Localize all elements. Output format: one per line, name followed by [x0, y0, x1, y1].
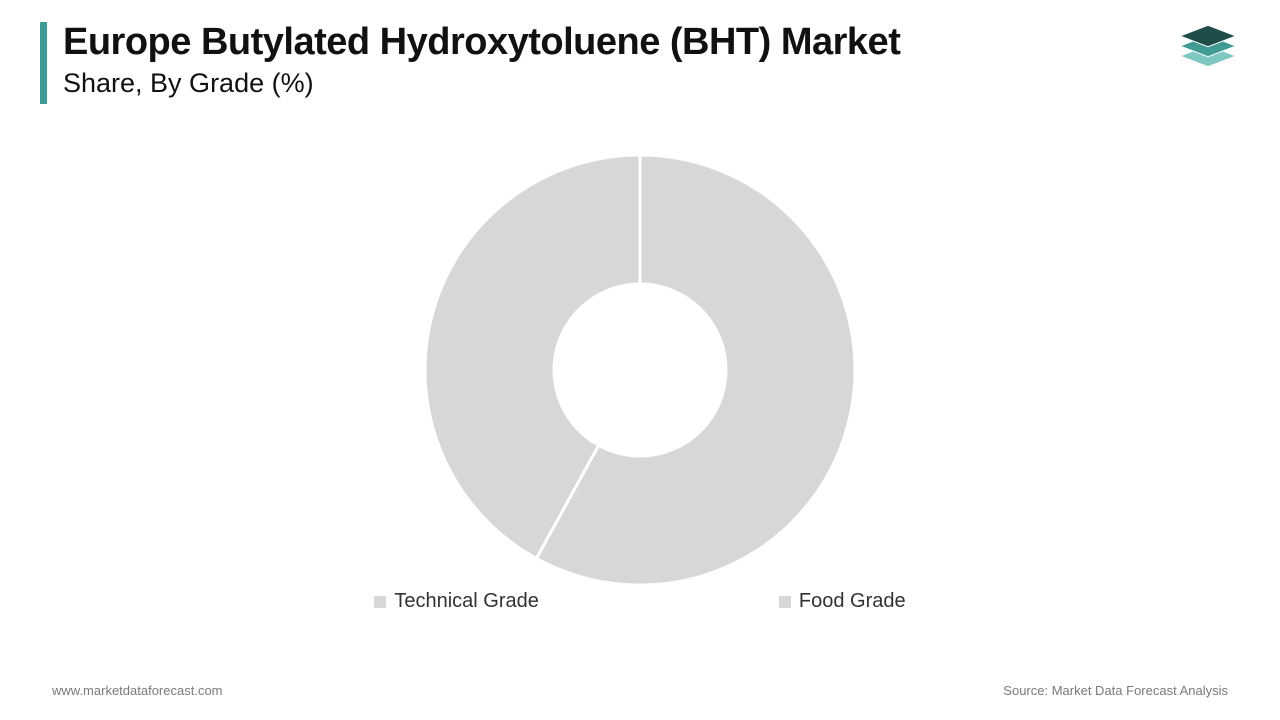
brand-logo-icon	[1176, 22, 1240, 86]
donut-chart	[0, 150, 1280, 595]
page-root: Europe Butylated Hydroxytoluene (BHT) Ma…	[0, 0, 1280, 720]
page-subtitle: Share, By Grade (%)	[63, 68, 900, 99]
legend-swatch-icon	[779, 596, 791, 608]
legend-item-food-grade: Food Grade	[779, 590, 906, 613]
chart-legend: Technical Grade Food Grade	[0, 590, 1280, 613]
title-block: Europe Butylated Hydroxytoluene (BHT) Ma…	[63, 22, 900, 99]
legend-label: Technical Grade	[394, 590, 539, 613]
header: Europe Butylated Hydroxytoluene (BHT) Ma…	[40, 22, 900, 104]
page-title: Europe Butylated Hydroxytoluene (BHT) Ma…	[63, 22, 900, 64]
legend-item-technical-grade: Technical Grade	[374, 590, 539, 613]
footer-url: www.marketdataforecast.com	[52, 683, 223, 698]
title-accent-bar	[40, 22, 47, 104]
legend-swatch-icon	[374, 596, 386, 608]
footer-source: Source: Market Data Forecast Analysis	[1003, 683, 1228, 698]
legend-label: Food Grade	[799, 590, 906, 613]
